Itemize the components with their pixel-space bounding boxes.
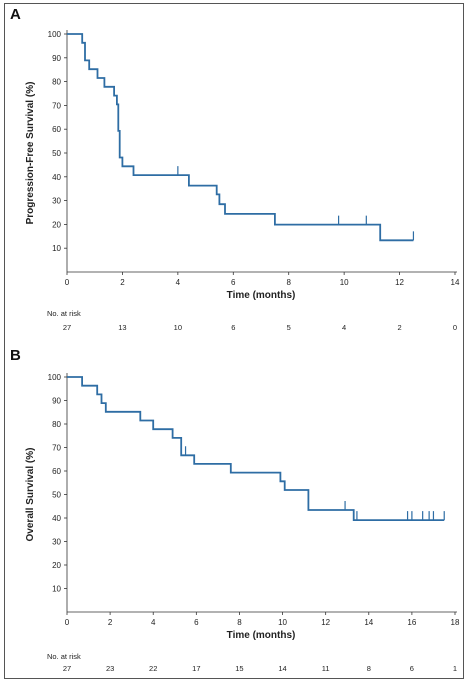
y-tick-label: 70 <box>52 444 61 453</box>
x-tick-label: 0 <box>65 278 70 287</box>
risk-value: 13 <box>118 323 126 332</box>
y-tick-label: 60 <box>52 125 61 134</box>
y-tick-label: 70 <box>52 101 61 110</box>
risk-value: 14 <box>278 664 286 673</box>
risk-value: 23 <box>106 664 114 673</box>
x-tick-label: 8 <box>286 278 291 287</box>
x-tick-label: 2 <box>108 618 113 627</box>
risk-value: 22 <box>149 664 157 673</box>
risk-value: 11 <box>322 664 330 673</box>
x-tick-label: 12 <box>395 278 404 287</box>
risk-table-title: No. at risk <box>47 652 81 661</box>
x-tick-label: 10 <box>340 278 349 287</box>
x-tick-label: 8 <box>237 618 242 627</box>
risk-value: 27 <box>63 664 71 673</box>
y-tick-label: 90 <box>52 54 61 63</box>
x-tick-label: 14 <box>364 618 373 627</box>
y-tick-label: 50 <box>52 491 61 500</box>
y-tick-label: 60 <box>52 467 61 476</box>
risk-value: 15 <box>235 664 243 673</box>
y-tick-label: 20 <box>52 561 61 570</box>
x-tick-label: 6 <box>231 278 236 287</box>
survival-curve <box>67 376 445 521</box>
x-tick-label: 16 <box>407 618 416 627</box>
y-tick-label: 80 <box>52 420 61 429</box>
risk-value: 10 <box>174 323 182 332</box>
panel-label-a: A <box>10 6 21 23</box>
y-tick-label: 80 <box>52 78 61 87</box>
figure-frame <box>4 3 464 679</box>
y-tick-label: 30 <box>52 538 61 547</box>
x-tick-label: 14 <box>451 278 460 287</box>
x-axis-label: Time (months) <box>227 630 296 641</box>
y-tick-label: 40 <box>52 173 61 182</box>
x-axis-label: Time (months) <box>227 290 296 301</box>
risk-value: 6 <box>410 664 414 673</box>
y-tick-label: 100 <box>48 373 62 382</box>
y-tick-label: 10 <box>52 244 61 253</box>
risk-value: 27 <box>63 323 71 332</box>
y-axis-label: Progression-Free Survival (%) <box>25 82 36 225</box>
y-axis-label: Overall Survival (%) <box>25 448 36 542</box>
risk-table-title: No. at risk <box>47 309 81 318</box>
risk-value: 6 <box>231 323 235 332</box>
y-tick-label: 20 <box>52 220 61 229</box>
y-tick-label: 10 <box>52 585 61 594</box>
y-tick-label: 40 <box>52 514 61 523</box>
risk-value: 17 <box>192 664 200 673</box>
x-tick-label: 4 <box>176 278 181 287</box>
y-tick-label: 90 <box>52 397 61 406</box>
survival-curve <box>67 33 414 242</box>
risk-value: 0 <box>453 323 457 332</box>
x-tick-label: 6 <box>194 618 199 627</box>
risk-value: 2 <box>397 323 401 332</box>
x-tick-label: 18 <box>451 618 460 627</box>
x-tick-label: 4 <box>151 618 156 627</box>
risk-value: 4 <box>342 323 346 332</box>
x-tick-label: 12 <box>321 618 330 627</box>
y-tick-label: 100 <box>48 30 62 39</box>
x-tick-label: 2 <box>120 278 125 287</box>
panel-label-b: B <box>10 347 21 364</box>
x-tick-label: 0 <box>65 618 70 627</box>
risk-value: 1 <box>453 664 457 673</box>
y-tick-label: 50 <box>52 149 61 158</box>
risk-value: 5 <box>287 323 291 332</box>
x-tick-label: 10 <box>278 618 287 627</box>
y-tick-label: 30 <box>52 197 61 206</box>
risk-value: 8 <box>367 664 371 673</box>
